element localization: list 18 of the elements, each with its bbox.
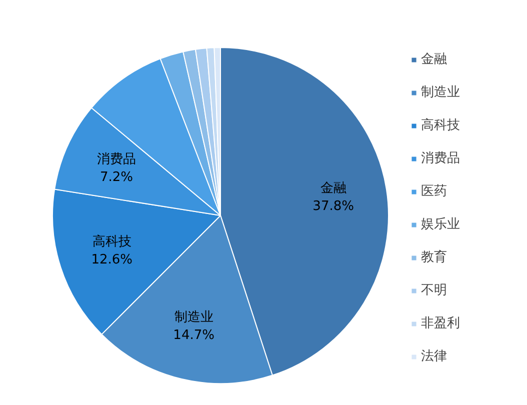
data-label: 12.6% bbox=[91, 252, 133, 268]
legend-label: 法律 bbox=[421, 348, 447, 365]
slice-label: 高科技 bbox=[92, 233, 132, 250]
legend-label: 教育 bbox=[421, 248, 447, 266]
data-label: 37.8% bbox=[312, 199, 354, 214]
legend-label: 医药 bbox=[421, 183, 447, 200]
legend-label: 消费品 bbox=[421, 150, 460, 167]
slice-label: 消费品 bbox=[96, 152, 136, 167]
data-label: 7.2% bbox=[100, 170, 134, 185]
legend-label: 不明 bbox=[421, 282, 447, 299]
legend-label: 制造业 bbox=[421, 84, 460, 101]
data-label: 14.7% bbox=[173, 328, 214, 344]
legend-label: 金融 bbox=[421, 51, 447, 68]
legend-label: 非盈利 bbox=[421, 315, 460, 332]
legend-label: 高科技 bbox=[421, 117, 460, 134]
slice-label: 金融 bbox=[320, 181, 346, 196]
legend-label: 娱乐业 bbox=[421, 216, 460, 233]
slice-label: 制造业 bbox=[174, 310, 214, 326]
